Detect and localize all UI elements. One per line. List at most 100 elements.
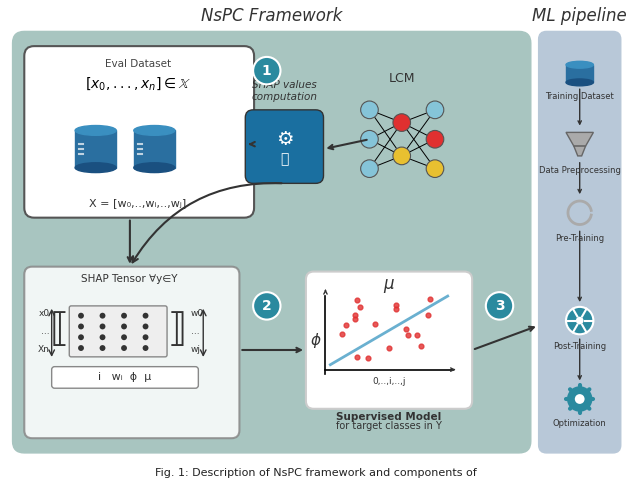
Circle shape	[78, 313, 84, 318]
Point	[412, 331, 422, 339]
Circle shape	[426, 101, 444, 119]
Text: Supervised Model: Supervised Model	[337, 412, 442, 422]
Bar	[75, 130, 116, 168]
Ellipse shape	[75, 163, 116, 172]
Point	[352, 353, 362, 361]
Bar	[566, 65, 593, 82]
Circle shape	[143, 323, 148, 329]
Text: ...: ...	[41, 327, 50, 336]
Circle shape	[121, 323, 127, 329]
Circle shape	[393, 147, 410, 165]
Text: 1: 1	[262, 64, 271, 77]
Circle shape	[100, 313, 106, 318]
FancyBboxPatch shape	[13, 31, 531, 453]
Bar	[134, 130, 175, 168]
Text: 🔑: 🔑	[280, 152, 289, 166]
Text: Xn: Xn	[38, 344, 50, 353]
Circle shape	[121, 313, 127, 318]
Point	[349, 316, 360, 323]
Circle shape	[426, 160, 444, 177]
Circle shape	[121, 334, 127, 340]
Text: w0: w0	[191, 309, 204, 318]
Point	[384, 343, 394, 351]
Circle shape	[566, 307, 593, 334]
Point	[352, 296, 362, 304]
Point	[370, 319, 380, 327]
Point	[391, 305, 401, 313]
FancyBboxPatch shape	[306, 271, 472, 409]
Circle shape	[100, 334, 106, 340]
Text: ϕ: ϕ	[310, 333, 321, 348]
Text: ML pipeline: ML pipeline	[532, 6, 627, 25]
Circle shape	[361, 101, 378, 119]
Circle shape	[393, 114, 410, 131]
Ellipse shape	[134, 163, 175, 172]
Point	[401, 325, 411, 333]
Text: Post-Training: Post-Training	[553, 342, 606, 351]
Point	[364, 354, 374, 362]
Text: Fig. 1: Description of NsPC framework and components of: Fig. 1: Description of NsPC framework an…	[155, 467, 477, 478]
FancyBboxPatch shape	[24, 267, 239, 438]
Text: SHAP values
computation: SHAP values computation	[252, 80, 317, 102]
Text: 2: 2	[262, 299, 271, 313]
Point	[355, 303, 365, 311]
FancyBboxPatch shape	[69, 306, 167, 357]
Circle shape	[253, 292, 280, 319]
Circle shape	[143, 313, 148, 318]
Circle shape	[100, 323, 106, 329]
Text: x0: x0	[38, 309, 50, 318]
Circle shape	[575, 316, 584, 325]
Circle shape	[121, 345, 127, 351]
FancyBboxPatch shape	[24, 46, 254, 218]
Text: ...: ...	[191, 327, 199, 336]
Text: ⚙: ⚙	[276, 130, 293, 149]
Polygon shape	[574, 146, 586, 156]
Circle shape	[78, 334, 84, 340]
Circle shape	[575, 394, 584, 404]
Point	[337, 330, 347, 338]
Text: $[x_0,...,x_n]\in\mathbb{X}$: $[x_0,...,x_n]\in\mathbb{X}$	[84, 75, 191, 92]
Text: ⟦: ⟦	[50, 311, 69, 349]
Text: Optimization: Optimization	[553, 418, 607, 428]
FancyBboxPatch shape	[539, 31, 621, 453]
Point	[390, 301, 401, 309]
Text: SHAP Tensor ∀y∈Y: SHAP Tensor ∀y∈Y	[81, 274, 177, 284]
Text: LCM: LCM	[388, 72, 415, 85]
Point	[425, 295, 435, 303]
Point	[403, 331, 413, 339]
Text: 3: 3	[495, 299, 504, 313]
Text: X = [w₀,..,wᵢ,..,wⱼ]: X = [w₀,..,wᵢ,..,wⱼ]	[89, 198, 186, 208]
Text: ⟧: ⟧	[167, 311, 186, 349]
Text: NsPC Framework: NsPC Framework	[201, 6, 342, 25]
Circle shape	[100, 345, 106, 351]
Circle shape	[361, 130, 378, 148]
Circle shape	[486, 292, 513, 319]
Ellipse shape	[566, 79, 593, 86]
Ellipse shape	[566, 61, 593, 68]
Ellipse shape	[75, 125, 116, 135]
Point	[415, 342, 426, 350]
FancyBboxPatch shape	[52, 367, 198, 388]
Text: for target classes in Y: for target classes in Y	[336, 421, 442, 432]
Point	[340, 321, 351, 329]
Circle shape	[78, 345, 84, 351]
Circle shape	[567, 386, 593, 412]
Text: Training Dataset: Training Dataset	[545, 92, 614, 101]
Polygon shape	[566, 132, 593, 146]
Text: i   wᵢ  ϕ  μ: i wᵢ ϕ μ	[99, 372, 152, 382]
Text: Eval Dataset: Eval Dataset	[105, 59, 171, 69]
Circle shape	[143, 334, 148, 340]
Circle shape	[143, 345, 148, 351]
Text: Pre-Training: Pre-Training	[555, 234, 604, 244]
Text: wj: wj	[191, 344, 200, 353]
Circle shape	[253, 57, 280, 84]
Circle shape	[78, 323, 84, 329]
Ellipse shape	[134, 125, 175, 135]
Text: μ: μ	[384, 275, 394, 294]
FancyBboxPatch shape	[245, 110, 323, 183]
Point	[423, 311, 433, 319]
Text: Data Preprocessing: Data Preprocessing	[539, 166, 621, 175]
Circle shape	[426, 130, 444, 148]
Circle shape	[361, 160, 378, 177]
Point	[349, 311, 360, 319]
